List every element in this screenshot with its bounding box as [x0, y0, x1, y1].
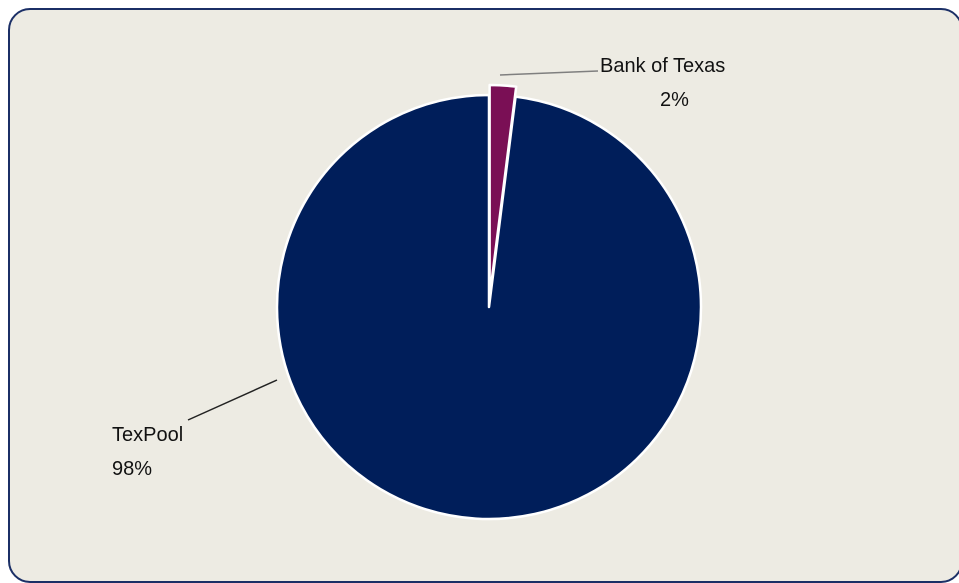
leader-line-texpool	[187, 379, 278, 421]
pie-slice-texpool	[275, 93, 703, 521]
slice-label-bank-of-texas: Bank of Texas	[600, 55, 725, 77]
slice-value-texpool: 98%	[112, 458, 152, 480]
slice-label-texpool: TexPool	[112, 424, 183, 446]
pie-slices	[275, 83, 703, 521]
leader-line-bank-of-texas	[499, 70, 599, 76]
slice-value-bank-of-texas: 2%	[660, 89, 689, 111]
